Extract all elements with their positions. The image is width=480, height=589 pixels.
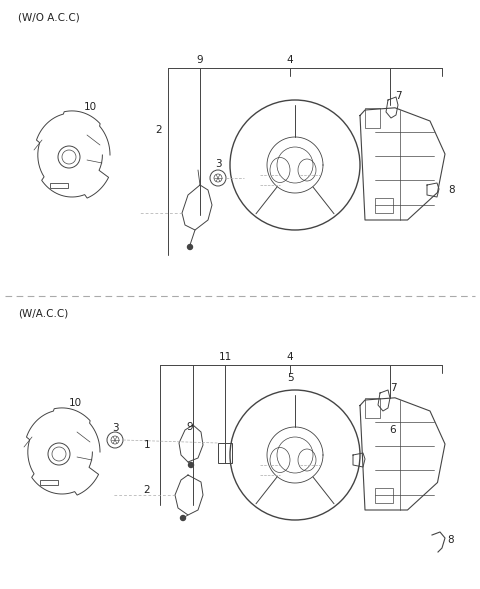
Text: 7: 7 — [390, 383, 396, 393]
Text: 9: 9 — [186, 422, 193, 432]
Circle shape — [188, 244, 192, 250]
Bar — [218, 443, 232, 463]
Text: 10: 10 — [69, 398, 82, 408]
Bar — [50, 183, 68, 188]
Bar — [375, 488, 393, 503]
Circle shape — [180, 515, 185, 521]
Text: 10: 10 — [84, 102, 96, 112]
Text: 2: 2 — [144, 485, 150, 495]
Text: 6: 6 — [390, 425, 396, 435]
Text: 5: 5 — [287, 373, 293, 383]
Text: 4: 4 — [287, 55, 293, 65]
Text: 4: 4 — [287, 352, 293, 362]
Text: 9: 9 — [197, 55, 204, 65]
Circle shape — [189, 462, 193, 468]
Text: (W/O A.C.C): (W/O A.C.C) — [18, 12, 80, 22]
Text: 1: 1 — [144, 440, 150, 450]
Bar — [375, 198, 393, 213]
Bar — [365, 398, 380, 418]
Bar — [365, 108, 380, 128]
Text: 2: 2 — [156, 125, 162, 135]
Text: 8: 8 — [448, 185, 455, 195]
Text: 7: 7 — [395, 91, 402, 101]
Text: 3: 3 — [112, 423, 118, 433]
Text: (W/A.C.C): (W/A.C.C) — [18, 308, 68, 318]
Bar — [40, 480, 58, 485]
Text: 8: 8 — [447, 535, 454, 545]
Text: 11: 11 — [218, 352, 232, 362]
Text: 3: 3 — [215, 159, 221, 169]
